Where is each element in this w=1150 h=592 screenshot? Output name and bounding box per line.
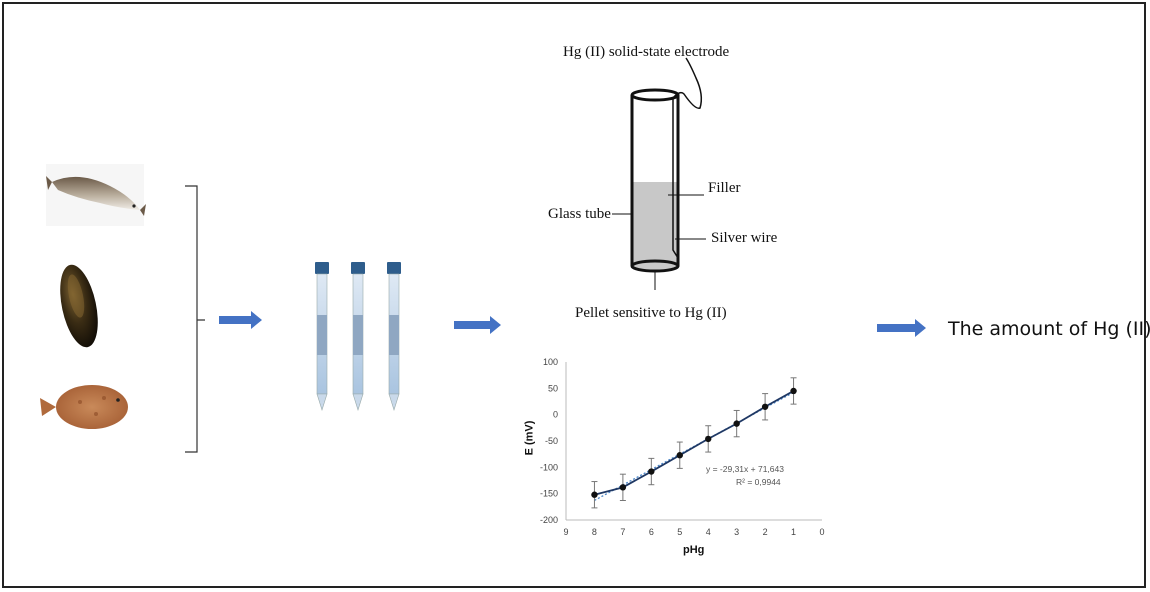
x-tick-label: 4	[706, 527, 711, 537]
x-tick-label: 0	[819, 527, 824, 537]
centrifuge-tube-icon	[387, 262, 401, 412]
x-tick-label: 8	[592, 527, 597, 537]
x-tick-label: 1	[791, 527, 796, 537]
data-point	[619, 484, 627, 491]
data-point	[733, 420, 740, 427]
filler-label: Filler	[708, 180, 741, 196]
x-axis-label: pHg	[683, 544, 705, 556]
electrode-title: Hg (II) solid-state electrode	[563, 44, 730, 60]
y-tick-label: 0	[553, 410, 558, 420]
sample-bracket	[185, 185, 205, 453]
y-tick-label: -150	[540, 489, 558, 499]
electrode-drawing	[612, 57, 706, 290]
x-tick-label: 3	[734, 527, 739, 537]
centrifuge-tube-icon	[351, 262, 365, 412]
x-tick-label: 5	[677, 527, 682, 537]
trendline-r2: R² = 0,9944	[736, 477, 781, 487]
arrow-icon	[454, 316, 501, 334]
trendline-equation: y = -29,31x + 71,643	[706, 464, 784, 474]
centrifuge-tube-icon	[315, 262, 329, 412]
silver-wire-label: Silver wire	[711, 230, 778, 246]
pellet-label: Pellet sensitive to Hg (II)	[575, 305, 727, 321]
y-tick-label: 50	[548, 383, 558, 393]
y-tick-label: -200	[540, 515, 558, 525]
result-text: The amount of Hg (II)	[948, 318, 1150, 340]
data-point	[761, 403, 769, 410]
x-tick-label: 9	[563, 527, 568, 537]
fish-icon	[46, 164, 146, 226]
mussel-icon	[60, 264, 98, 348]
data-point	[790, 387, 797, 395]
data-point	[676, 452, 683, 459]
x-tick-label: 2	[763, 527, 768, 537]
data-point	[705, 435, 712, 443]
series-line	[594, 390, 794, 496]
arrow-icon	[219, 311, 262, 329]
x-tick-label: 6	[649, 527, 654, 537]
y-tick-label: -50	[545, 436, 558, 446]
data-point	[648, 468, 655, 475]
x-tick-label: 7	[620, 527, 625, 537]
flatfish-icon	[40, 385, 128, 429]
arrow-icon	[877, 319, 926, 337]
glass-tube-label: Glass tube	[548, 206, 611, 222]
y-tick-label: -100	[540, 462, 558, 472]
y-axis-label: E (mV)	[523, 420, 536, 456]
y-tick-label: 100	[543, 357, 558, 367]
data-point	[591, 491, 598, 498]
calibration-chart: 100 50 0 -50 -100 -150 -200 9 8 7 6 5 4 3 2 1 0	[540, 357, 825, 537]
